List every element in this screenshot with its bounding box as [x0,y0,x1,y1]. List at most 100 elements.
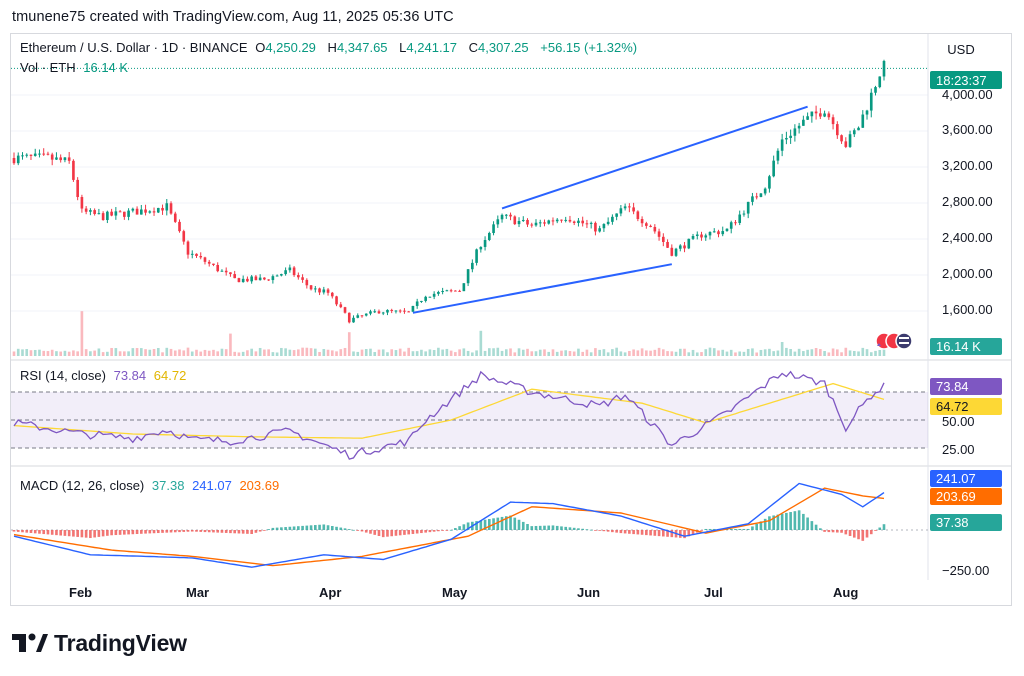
volume-bar [356,351,360,356]
candle-body [551,220,555,222]
volume-bar [411,351,415,356]
candle-body [93,210,96,214]
macd-histogram-bar [615,530,618,533]
macd-histogram-bar [746,528,750,530]
candle-body [369,311,372,314]
candle-body [33,153,37,156]
candle-body [640,219,644,224]
candle-body [182,231,186,242]
macd-histogram-bar [479,520,483,530]
macd-histogram-bar [25,530,29,533]
candle-body [874,87,877,93]
low-value: 4,241.17 [406,40,458,55]
macd-histogram-bar [301,525,304,530]
volume-bar [314,348,317,356]
candle-body [725,228,729,232]
macd-histogram-bar [585,529,589,531]
macd-histogram-bar [135,530,139,535]
candle-body [458,290,461,292]
volume-bar [543,349,546,356]
volume-bar [424,351,427,356]
candle-body [615,213,618,217]
macd-histogram-bar [288,526,292,530]
candle-body [178,221,181,232]
macd-histogram-bar [169,530,173,533]
macd-histogram-bar [445,530,449,531]
volume-bar [695,352,699,356]
volume-bar [462,348,466,356]
macd-histogram-bar [72,530,75,537]
volume-bar [237,352,241,356]
candle-body [398,310,402,312]
candle-body [12,158,16,164]
volume-bar [683,348,686,356]
macd-histogram-bar [67,530,71,537]
candle-body [513,216,517,225]
candle-body [840,135,843,142]
volume-bar [657,347,661,356]
price-tick: 3,200.00 [942,158,993,173]
price-tick: 2,400.00 [942,230,993,245]
candle-body [203,257,207,262]
candle-body [492,224,495,234]
macd-histogram-bar [806,517,809,530]
symbol-name[interactable]: Ethereum / U.S. Dollar · 1D · BINANCE [20,40,248,55]
candle-body [169,203,173,214]
candle-body [101,213,105,221]
rsi-title[interactable]: RSI (14, close) [20,368,106,383]
candle-body [479,246,483,250]
candle-body [195,253,198,256]
macd-histogram-bar [233,530,236,534]
candle-body [712,231,716,233]
volume-bar [280,347,283,356]
macd-histogram-bar [509,515,512,530]
candle-body [76,179,79,198]
macd-histogram-bar [666,530,669,537]
macd-title[interactable]: MACD (12, 26, close) [20,478,145,493]
candle-body [793,128,797,136]
macd-histogram-bar [424,530,427,533]
volume-bar [649,350,652,356]
macd-histogram-bar [513,517,517,530]
volume-bar [517,348,521,356]
volume-bar [568,351,572,356]
candle-body [572,221,576,223]
candle-body [148,211,152,213]
macd-histogram-bar [280,527,283,530]
candle-body [471,262,474,270]
volume-bar [220,348,224,356]
candle-body [67,157,71,161]
candle-body [254,276,258,281]
macd-histogram-bar [148,530,152,534]
brand-name: TradingView [54,629,187,656]
us-flag-event-icon[interactable] [874,331,916,356]
currency-button[interactable]: USD [936,39,986,61]
volume-bar [496,347,500,356]
macd-histogram-bar [517,519,521,530]
volume-bar [836,349,839,356]
macd-line [13,482,885,568]
candle-body [746,201,750,214]
tradingview-logo[interactable]: TradingView [12,628,187,658]
low-label: L [399,40,407,55]
macd-histogram-bar [819,528,822,530]
volume-bar [602,349,606,356]
macd-histogram-bar [504,516,508,530]
volume-bar [560,350,563,356]
volume-bar [101,352,105,356]
volume-bar [97,348,101,356]
volume-bar [12,351,16,356]
volume-bar [725,351,729,356]
volume-bar [640,348,644,356]
volume-bar [335,351,338,356]
macd-histogram-bar [602,530,606,532]
candle-body [543,222,546,224]
volume-label[interactable]: Vol · ETH [20,60,76,75]
macd-histogram-bar [543,525,546,530]
macd-histogram-bar [861,530,865,541]
chart-frame[interactable] [10,33,1012,606]
candle-body [140,209,143,215]
macd-histogram-bar [662,530,665,537]
volume-bar [347,332,351,356]
